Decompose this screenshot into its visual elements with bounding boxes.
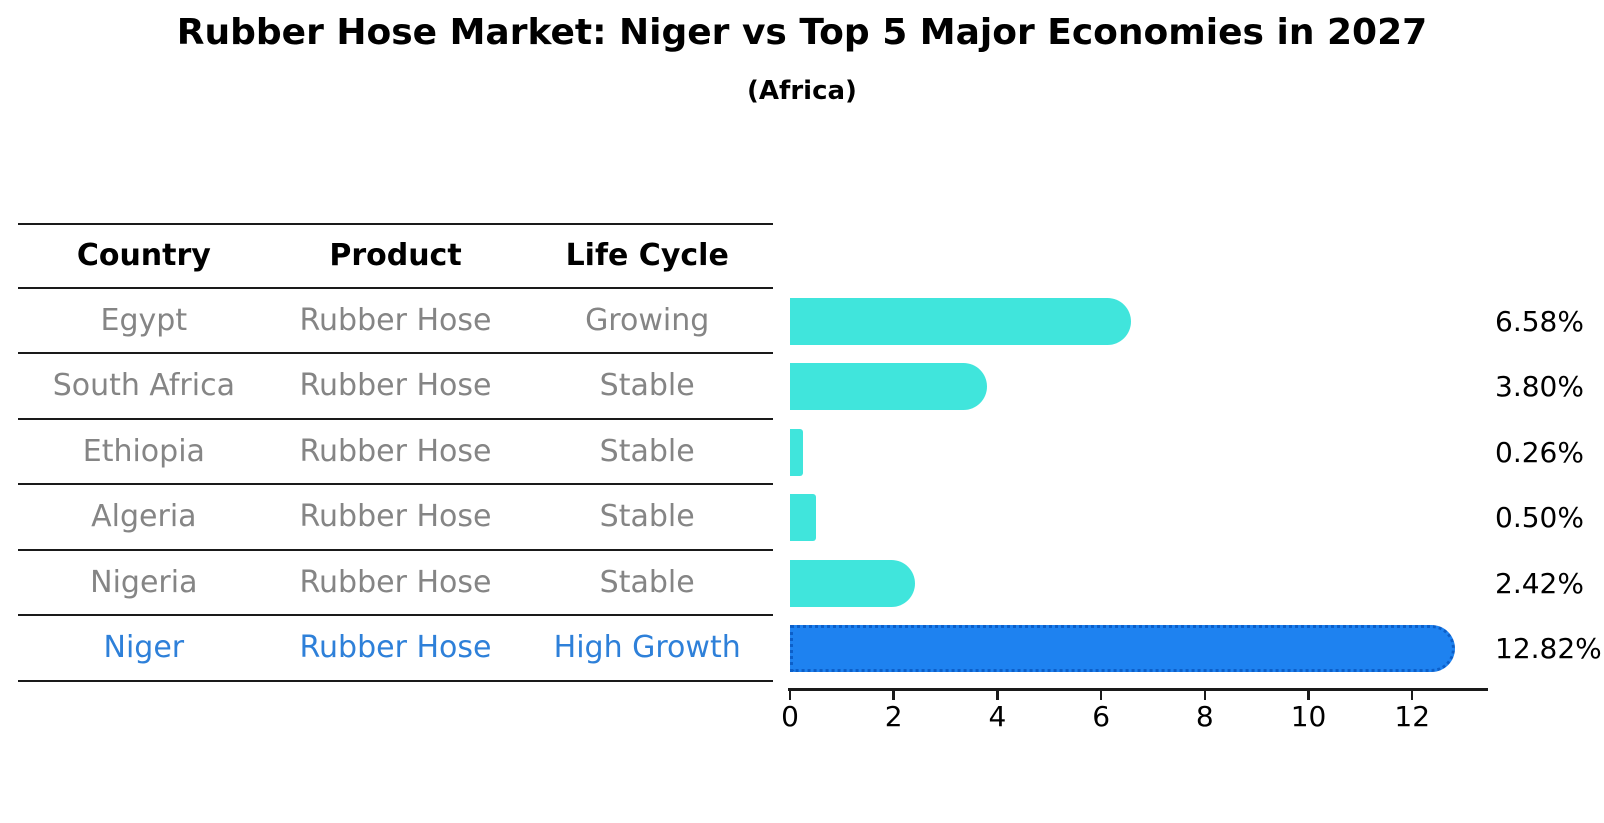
table-header-row: Country Product Life Cycle [18,223,773,289]
bar-niger [790,625,1455,673]
table-cell-product: Rubber Hose [299,499,492,535]
bar-ethiopia [790,428,804,476]
bar-value-label: 3.80% [1495,370,1584,404]
table-cell-life-cycle: Stable [599,564,695,600]
bar-value-label: 0.50% [1495,501,1584,535]
x-axis-tick-label: 2 [884,700,903,733]
x-axis-tick [1099,691,1103,700]
x-axis-tick [1307,691,1310,700]
table-cell-life-cycle: Growing [585,302,710,338]
table-row: Egypt Rubber Hose Growing [18,289,773,354]
table-cell-country: South Africa [52,368,235,404]
x-axis-tick [996,691,999,700]
bar-value-label: 12.82% [1495,632,1602,666]
bar-value-label: 2.42% [1495,566,1584,600]
table-cell-product: Rubber Hose [299,368,492,404]
table-cell-country: Nigeria [90,564,198,600]
bar-value-label: 0.26% [1495,435,1584,469]
bar-nigeria [790,559,916,607]
table-row: South Africa Rubber Hose Stable [18,354,773,420]
table-cell-life-cycle: Stable [599,499,695,535]
table-cell-product: Rubber Hose [299,630,492,666]
x-axis-tick-label: 10 [1290,700,1327,733]
table-row: Ethiopia Rubber Hose Stable [18,420,773,485]
table-cell-product: Rubber Hose [299,433,492,469]
table-row: Niger Rubber Hose High Growth [18,616,773,682]
x-axis-tick [1203,691,1207,700]
x-axis-tick [892,691,895,700]
x-axis-line [788,688,1488,691]
table-cell-country: Ethiopia [82,433,205,469]
table-cell-life-cycle: Stable [599,368,695,404]
x-axis-tick-label: 6 [1092,700,1111,733]
table-cell-product: Rubber Hose [299,302,492,338]
table-cell-life-cycle: High Growth [553,630,741,666]
x-axis-tick [1410,691,1414,700]
bar-south-africa [790,363,988,411]
x-axis-tick [788,691,792,700]
table-row: Algeria Rubber Hose Stable [18,485,773,551]
x-axis-tick-label: 4 [988,700,1007,733]
table-cell-country: Niger [103,630,185,666]
table-header-product: Product [329,238,462,274]
x-axis-tick-label: 8 [1195,700,1214,733]
table-cell-country: Algeria [91,499,197,535]
table-header-country: Country [76,238,211,274]
table-cell-product: Rubber Hose [299,564,492,600]
bar-value-label: 6.58% [1495,304,1584,338]
chart-subtitle: (Africa) [747,76,857,106]
chart-title: Rubber Hose Market: Niger vs Top 5 Major… [176,12,1428,53]
table-cell-life-cycle: Stable [599,433,695,469]
table-row: Nigeria Rubber Hose Stable [18,551,773,616]
bar-egypt [790,297,1132,345]
table-cell-country: Egypt [100,302,188,338]
x-axis-tick-label: 0 [781,700,799,733]
x-axis-tick-label: 12 [1394,700,1431,733]
table-header-life-cycle: Life Cycle [565,238,729,274]
bar-algeria [790,494,816,542]
bar-chart-plot-area: 6.58% 3.80% 0.26% 0.50% 2.42% 12.82% [790,289,1602,682]
